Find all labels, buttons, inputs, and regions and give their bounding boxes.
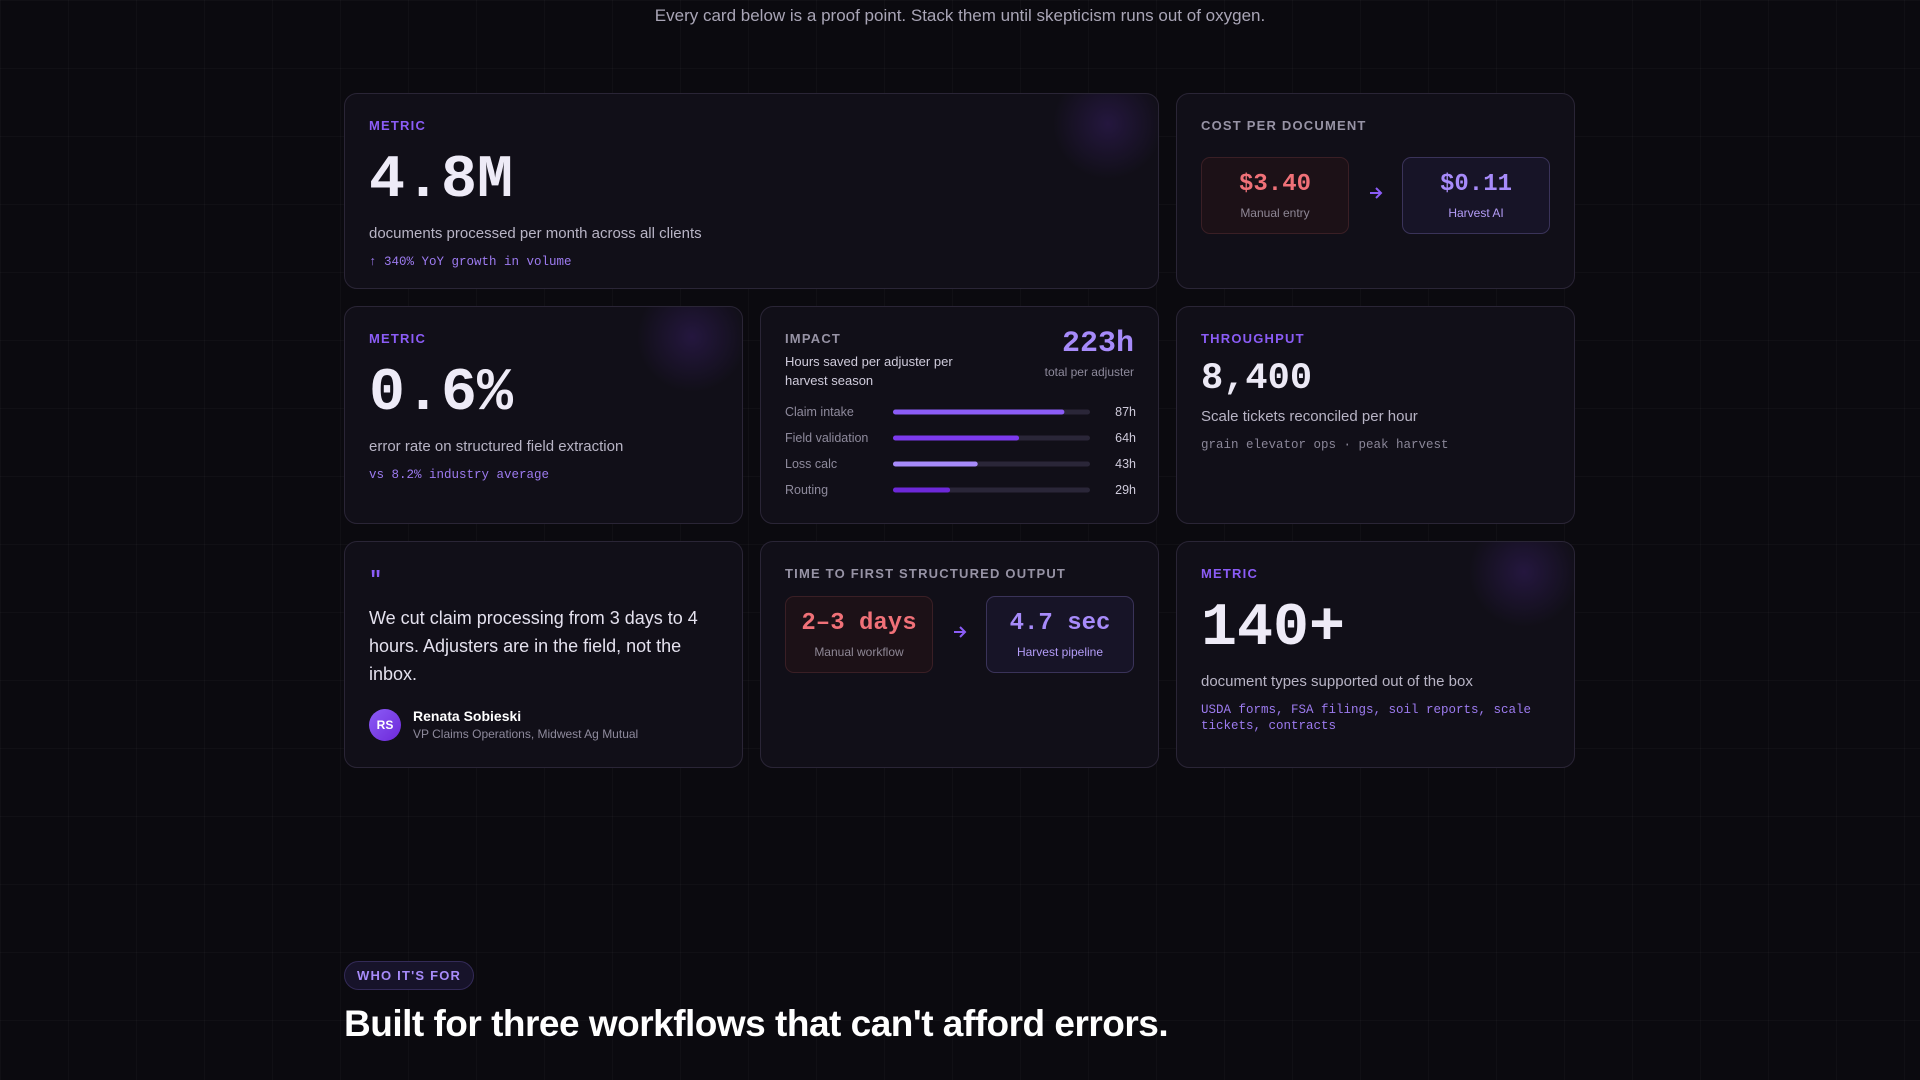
kicker: IMPACT [785, 331, 842, 346]
volume-card: METRIC 4.8M documents processed per mont… [344, 93, 1159, 289]
quote-mark: " [369, 568, 383, 593]
comparison: $3.40 Manual entry $0.11 Harvest AI [1201, 157, 1550, 234]
card-grid: METRIC 4.8M documents processed per mont… [344, 93, 1575, 768]
impact-total-label: total per adjuster [1044, 365, 1134, 379]
bar [893, 409, 1065, 415]
before-box: 2–3 days Manual workflow [785, 596, 933, 673]
person-role: VP Claims Operations, Midwest Ag Mutual [413, 727, 639, 741]
metric-note: vs 8.2% industry average [369, 468, 550, 482]
quote-text: We cut claim processing from 3 days to 4… [369, 608, 698, 684]
impact-total: 223h [1061, 327, 1134, 361]
bar-value-label: 43h [1115, 457, 1136, 471]
metric-desc: document types supported out of the box [1201, 673, 1473, 690]
after-value: 4.7 sec [1009, 610, 1111, 637]
impact-header: IMPACT Hours saved per adjuster per harv… [785, 327, 1134, 390]
person-name: Renata Sobieski [413, 708, 522, 724]
bar [893, 461, 978, 467]
before-label: Manual entry [1240, 206, 1310, 220]
impact-left: IMPACT Hours saved per adjuster per harv… [785, 331, 965, 390]
bar-label: Claim intake [785, 405, 854, 419]
bar-label: Routing [785, 483, 828, 497]
comparison: 2–3 days Manual workflow 4.7 sec Harvest… [785, 596, 1134, 673]
metric-value: 8,400 [1201, 358, 1313, 400]
after-value: $0.11 [1439, 171, 1512, 198]
metric-desc: error rate on structured field extractio… [369, 438, 624, 455]
metric-value: 4.8M [369, 147, 514, 215]
arrow-icon [953, 626, 966, 638]
metric-desc: Scale tickets reconciled per hour [1201, 408, 1418, 425]
bar-label: Field validation [785, 431, 868, 445]
metric-note: ↑ 340% YoY growth in volume [369, 255, 572, 269]
bar-value-label: 64h [1115, 431, 1136, 445]
bar-value-label: 87h [1115, 405, 1136, 419]
impact-desc: Hours saved per adjuster per harvest sea… [785, 354, 953, 388]
bar [893, 487, 951, 493]
bar-value-label: 29h [1115, 483, 1136, 497]
impact-bar-chart: Claim intake 87h Field validation 64h Loss c… [785, 405, 1136, 497]
intro: Every card below is a proof point. Stack… [654, 6, 1266, 25]
arrow-icon [1369, 187, 1382, 199]
cost-card: COST PER DOCUMENT $3.40 Manual entry $0.… [1176, 93, 1575, 289]
section-heading: Built for three workflows that can't aff… [344, 1003, 1169, 1044]
kicker: METRIC [369, 118, 427, 133]
types-card: METRIC 140+ document types supported out… [1176, 541, 1575, 768]
person: RS Renata Sobieski VP Claims Operations,… [369, 708, 718, 741]
person-info: Renata Sobieski VP Claims Operations, Mi… [413, 708, 638, 741]
after-label: Harvest pipeline [1016, 645, 1104, 659]
after-box: 4.7 sec Harvest pipeline [986, 596, 1134, 673]
bar [893, 435, 1020, 441]
kicker: COST PER DOCUMENT [1201, 118, 1367, 133]
before-label: Manual workflow [814, 645, 904, 659]
impact-card: IMPACT Hours saved per adjuster per harv… [760, 306, 1159, 524]
kicker: METRIC [1201, 566, 1259, 581]
metric-desc: documents processed per month across all… [369, 225, 702, 242]
bar-label: Loss calc [785, 457, 837, 471]
kicker: TIME TO FIRST STRUCTURED OUTPUT [785, 566, 1067, 581]
throughput-card: THROUGHPUT 8,400 Scale tickets reconcile… [1176, 306, 1575, 524]
kicker: THROUGHPUT [1201, 331, 1305, 346]
after-label: Harvest AI [1448, 206, 1504, 220]
quote-card: " We cut claim processing from 3 days to… [344, 541, 743, 768]
before-value: $3.40 [1238, 171, 1311, 198]
avatar: RS [369, 708, 401, 741]
arrow [933, 625, 986, 644]
metric-value: 140+ [1201, 595, 1346, 663]
impact-right: 223h total per adjuster [1044, 327, 1134, 390]
metric-note: grain elevator ops · peak harvest [1201, 438, 1449, 452]
error-card: METRIC 0.6% error rate on structured fie… [344, 306, 743, 524]
time-card: TIME TO FIRST STRUCTURED OUTPUT 2–3 days… [760, 541, 1159, 768]
arrow [1349, 186, 1402, 205]
metric-value: 0.6% [369, 360, 514, 428]
section-pill: WHO IT'S FOR [344, 961, 475, 990]
after-box: $0.11 Harvest AI [1402, 157, 1550, 234]
before-value: 2–3 days [801, 610, 917, 637]
metric-note: USDA forms, FSA filings, soil reports, s… [1201, 703, 1532, 733]
before-box: $3.40 Manual entry [1201, 157, 1349, 234]
kicker: METRIC [369, 331, 427, 346]
